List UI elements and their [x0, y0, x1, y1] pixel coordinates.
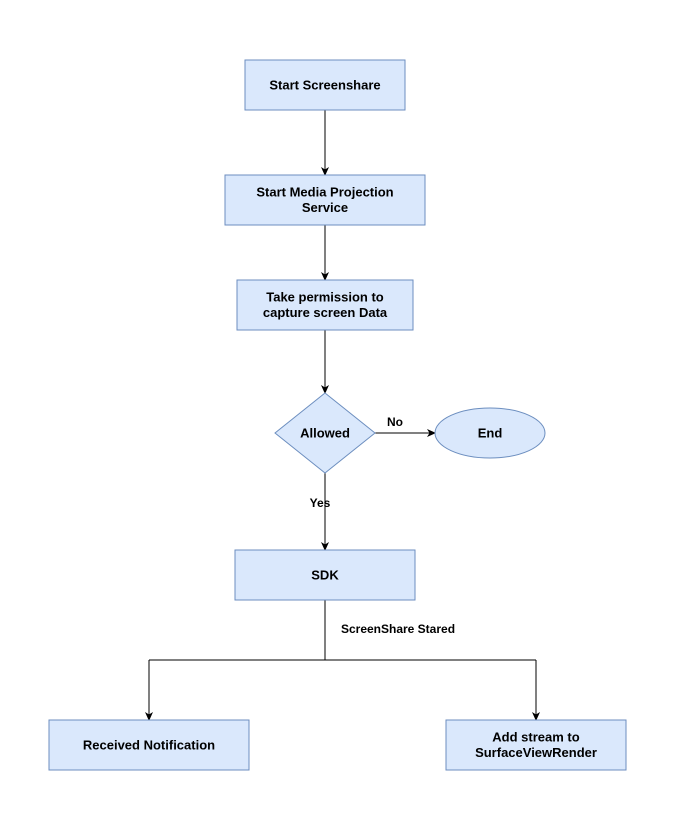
node-label-allowed: Allowed — [300, 425, 350, 440]
node-media: Start Media ProjectionService — [225, 175, 425, 225]
edge-label-yes: Yes — [310, 496, 331, 510]
node-label-add-line1: SurfaceViewRender — [475, 745, 597, 760]
node-label-sdk: SDK — [311, 567, 339, 582]
node-sdk: SDK — [235, 550, 415, 600]
node-label-perm-line1: capture screen Data — [263, 305, 388, 320]
edge-label-no: No — [387, 415, 403, 429]
node-add: Add stream toSurfaceViewRender — [446, 720, 626, 770]
node-end: End — [435, 408, 545, 458]
node-allowed: Allowed — [275, 393, 375, 473]
node-perm: Take permission tocapture screen Data — [237, 280, 413, 330]
node-label-add-line0: Add stream to — [492, 730, 579, 745]
node-start: Start Screenshare — [245, 60, 405, 110]
flowchart-canvas: Start ScreenshareStart Media ProjectionS… — [0, 0, 674, 826]
node-label-start: Start Screenshare — [269, 77, 380, 92]
node-recv: Received Notification — [49, 720, 249, 770]
node-label-recv: Received Notification — [83, 737, 215, 752]
edge-label-screenshare-stared: ScreenShare Stared — [341, 622, 455, 636]
node-label-end: End — [478, 425, 503, 440]
node-label-perm-line0: Take permission to — [266, 290, 384, 305]
node-label-media-line0: Start Media Projection — [256, 185, 393, 200]
node-label-media-line1: Service — [302, 200, 348, 215]
